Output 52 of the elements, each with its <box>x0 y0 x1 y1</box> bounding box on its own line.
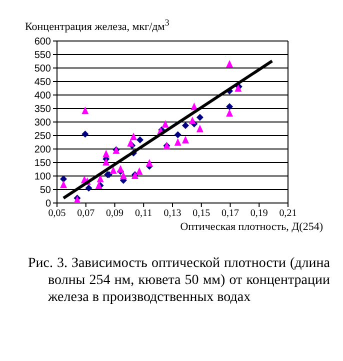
y-tick-label: 0 <box>45 198 52 210</box>
y-tick-label: 200 <box>34 144 52 156</box>
point <box>117 164 124 172</box>
point <box>60 180 67 188</box>
point <box>174 131 182 138</box>
x-tick-label: 0,17 <box>222 208 239 220</box>
point <box>136 167 143 175</box>
point <box>196 124 204 132</box>
point <box>127 139 134 147</box>
y-tick-label: 250 <box>34 131 52 142</box>
text: Рис. 3. Зависимость оптической плотности (длина волны 254 нм, кювета 50 мм) от концентрации железа в производственных водах <box>28 256 330 305</box>
point <box>182 136 189 144</box>
point <box>60 175 67 182</box>
x-axis-title: Оптическая плотность, Д(254) <box>180 221 323 233</box>
point <box>162 120 169 128</box>
y-tick-label: 50 <box>40 185 52 196</box>
point <box>226 103 234 110</box>
y-tick-label: 350 <box>34 104 52 116</box>
y-tick-label: 500 <box>34 64 52 75</box>
point <box>174 138 182 146</box>
point <box>102 158 110 166</box>
point <box>102 150 110 158</box>
point <box>136 136 144 144</box>
y-axis-title: Концентрация железа, мкг/дм$^{3}$ <box>25 17 170 33</box>
point <box>146 159 153 167</box>
point <box>82 130 89 138</box>
y-tick-label: 550 <box>34 50 52 62</box>
x-tick-label: 0,09 <box>106 208 124 220</box>
point <box>85 184 92 192</box>
point <box>96 174 104 182</box>
x-tick-label: 0,19 <box>250 208 268 220</box>
point <box>196 114 204 121</box>
x-tick-label: 0,13 <box>164 208 182 220</box>
x-tick-label: 0,15 <box>192 208 210 220</box>
x-tick-label: 0,11 <box>135 208 152 220</box>
point <box>188 116 196 124</box>
point <box>226 60 234 68</box>
point <box>120 172 127 180</box>
y-tick-label: 150 <box>34 158 52 170</box>
point <box>226 109 234 117</box>
y-tick-label: 100 <box>34 172 52 183</box>
y-tick-label: 300 <box>34 118 52 129</box>
point <box>130 132 138 140</box>
y-tick-label: 450 <box>34 77 52 88</box>
x-tick-label: 0,07 <box>77 208 95 220</box>
point <box>82 106 89 114</box>
x-tick-label: 0,21 <box>279 208 297 220</box>
x-tick-label: 0,05 <box>48 208 66 220</box>
y-tick-label: 600 <box>34 36 52 48</box>
point <box>110 166 117 174</box>
y-tick-label: 400 <box>34 90 52 102</box>
point <box>182 122 189 130</box>
